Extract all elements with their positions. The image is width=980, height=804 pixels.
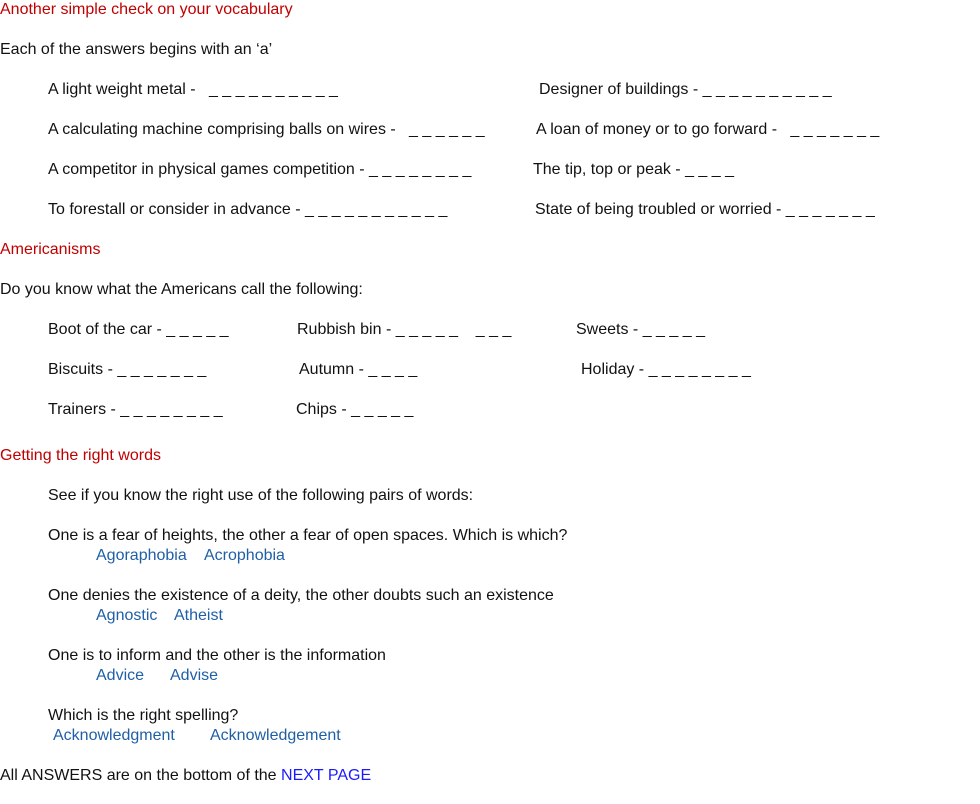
vocab-heading: Another simple check on your vocabulary <box>0 1 293 18</box>
answer-option: Advice <box>96 667 145 684</box>
vocab-intro: Each of the answers begins with an ‘a’ <box>0 41 273 58</box>
americanisms-intro: Do you know what the Americans call the … <box>0 281 363 298</box>
question-prompt: One is a fear of heights, the other a fe… <box>48 527 568 544</box>
right-words-heading: Getting the right words <box>0 447 161 464</box>
americanism-item: Autumn - _ _ _ _ <box>299 361 418 378</box>
answer-option: Atheist <box>174 607 223 624</box>
vocab-clue: A calculating machine comprising balls o… <box>48 121 485 138</box>
vocab-clue: A loan of money or to go forward - _ _ _… <box>536 121 880 138</box>
right-words-intro: See if you know the right use of the fol… <box>48 487 474 504</box>
americanism-item: Rubbish bin - _ _ _ _ _ _ _ _ <box>297 321 512 338</box>
question-prompt: One denies the existence of a deity, the… <box>48 587 554 604</box>
vocab-clue: Designer of buildings - _ _ _ _ _ _ _ _ … <box>539 81 832 98</box>
americanisms-heading: Americanisms <box>0 241 101 258</box>
answer-option: Acknowledgement <box>210 727 341 744</box>
americanism-item: Sweets - _ _ _ _ _ <box>576 321 705 338</box>
americanism-item: Trainers - _ _ _ _ _ _ _ _ <box>48 401 223 418</box>
americanism-item: Biscuits - _ _ _ _ _ _ _ <box>48 361 207 378</box>
vocab-clue: State of being troubled or worried - _ _… <box>535 201 875 218</box>
next-page-link[interactable]: NEXT PAGE <box>281 767 372 784</box>
footer-text: All ANSWERS are on the bottom of the <box>0 767 282 784</box>
answer-option: Agoraphobia <box>96 547 187 564</box>
americanism-item: Chips - _ _ _ _ _ <box>296 401 414 418</box>
americanism-item: Holiday - _ _ _ _ _ _ _ _ <box>581 361 751 378</box>
answer-option: Agnostic <box>96 607 158 624</box>
vocab-clue: A competitor in physical games competiti… <box>48 161 472 178</box>
answer-option: Acknowledgment <box>53 727 175 744</box>
americanism-item: Boot of the car - _ _ _ _ _ <box>48 321 229 338</box>
footer-note: All ANSWERS are on the bottom of the NEX… <box>0 766 371 786</box>
answer-option: Acrophobia <box>204 547 285 564</box>
vocab-clue: A light weight metal - _ _ _ _ _ _ _ _ _… <box>48 81 338 98</box>
vocab-clue: To forestall or consider in advance - _ … <box>48 201 448 218</box>
vocab-clue: The tip, top or peak - _ _ _ _ <box>533 161 735 178</box>
question-prompt: Which is the right spelling? <box>48 707 239 724</box>
answer-option: Advise <box>170 667 219 684</box>
question-prompt: One is to inform and the other is the in… <box>48 647 386 664</box>
